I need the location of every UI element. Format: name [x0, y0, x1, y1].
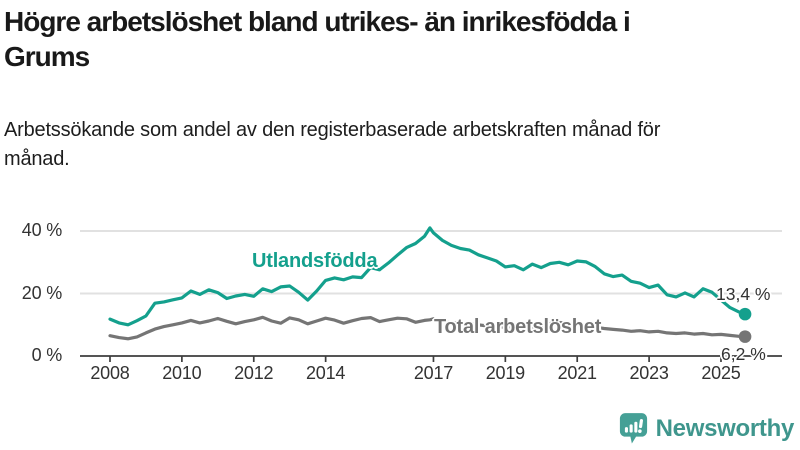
chart-subtitle: Arbetssökande som andel av den registerb… — [4, 119, 661, 170]
series-label-total: Total arbetslöshet — [434, 316, 602, 338]
y-axis-tick-label: 40 % — [21, 220, 62, 240]
x-axis-tick-label: 2008 — [90, 363, 130, 383]
newsworthy-chart-bubble-icon — [619, 413, 647, 444]
series-line-total — [108, 315, 747, 341]
y-axis-tick-label: 0 % — [31, 345, 63, 365]
x-axis-tick-label: 2021 — [557, 363, 597, 383]
end-value-label-foreign-born: 13,4 % — [716, 284, 771, 304]
x-axis-tick-label: 2019 — [485, 363, 525, 383]
x-axis-tick-label: 2012 — [234, 363, 274, 383]
y-axis-tick-label: 20 % — [21, 282, 62, 303]
page-title: Högre arbetslöshet bland utrikes- än inr… — [4, 6, 631, 72]
newsworthy-logo: Newsworthy — [619, 412, 794, 445]
x-axis-tick-label: 2010 — [162, 363, 202, 383]
x-axis-tick-label: 2023 — [629, 363, 669, 383]
series-label-foreign-born: Utlandsfödda — [252, 250, 378, 272]
end-value-label-total: 6,2 % — [721, 344, 766, 364]
x-axis-tick-label: 2014 — [306, 363, 346, 383]
x-axis-tick-label: 2017 — [413, 363, 454, 383]
x-axis-tick-label: 2025 — [701, 363, 741, 383]
newsworthy-wordmark: Newsworthy — [655, 414, 795, 442]
series-line-foreign-born — [108, 226, 747, 327]
series-end-dot-total — [738, 330, 752, 343]
series-end-dot-foreign-born — [738, 307, 752, 321]
